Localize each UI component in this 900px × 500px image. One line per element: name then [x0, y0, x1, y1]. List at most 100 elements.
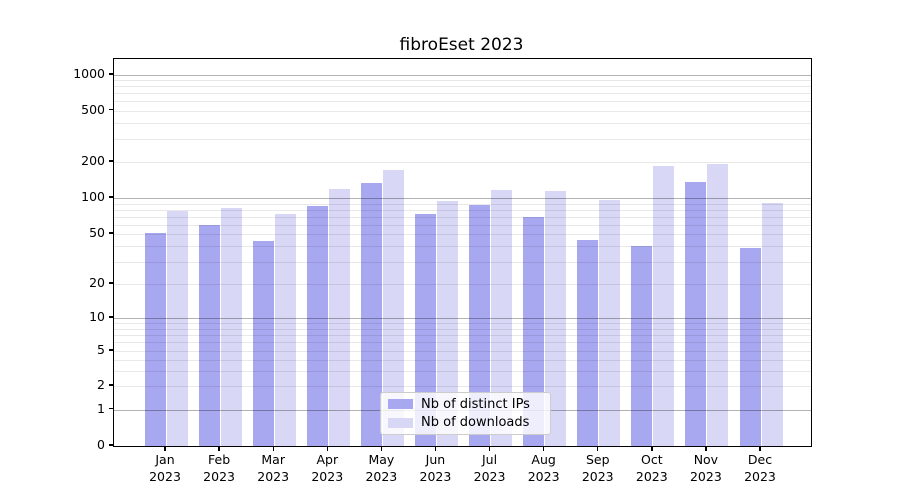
y-tick-mark — [109, 282, 114, 284]
y-tick-label: 100 — [81, 189, 105, 204]
gridline — [114, 386, 811, 387]
y-tick-label: 1000 — [73, 66, 105, 81]
bar-distinct-ips-oct — [631, 246, 653, 446]
bar-distinct-ips-apr — [306, 206, 328, 446]
legend-row-distinct-ips: Nb of distinct IPs — [381, 395, 550, 413]
legend: Nb of distinct IPs Nb of downloads — [380, 392, 551, 435]
bar-downloads-dec — [761, 202, 783, 446]
gridline — [114, 216, 811, 218]
gridline — [114, 86, 811, 88]
x-tick-label: Oct 2023 — [635, 452, 668, 484]
x-tick-label: Jun 2023 — [419, 452, 452, 484]
gridline — [114, 328, 811, 330]
gridline — [114, 162, 811, 163]
bar-distinct-ips-sep — [577, 239, 599, 446]
gridline — [114, 342, 811, 344]
y-tick-mark — [109, 160, 114, 162]
x-tick-mark — [272, 446, 274, 451]
bar-distinct-ips-jan — [144, 233, 166, 446]
gridline — [114, 351, 811, 352]
bar-distinct-ips-jun — [415, 214, 436, 446]
y-tick-mark — [109, 316, 114, 318]
bar-downloads-aug — [545, 191, 567, 446]
y-tick-label: 0 — [97, 437, 105, 452]
bar-downloads-sep — [599, 200, 621, 446]
x-tick-mark — [164, 446, 166, 451]
x-tick-label: Feb 2023 — [203, 452, 235, 484]
y-tick-mark — [109, 384, 114, 386]
legend-swatch-distinct-ips — [388, 399, 413, 410]
x-tick-mark — [488, 446, 491, 451]
grid-layer — [114, 59, 811, 446]
y-tick-label: 500 — [81, 101, 105, 117]
x-tick-mark — [434, 446, 437, 451]
gridline — [114, 123, 811, 124]
bar-distinct-ips-aug — [523, 217, 545, 446]
x-tick-label: Sep 2023 — [581, 452, 614, 484]
y-tick-label: 2 — [97, 377, 105, 392]
x-tick-label: Jan 2023 — [149, 452, 181, 484]
y-tick-mark — [109, 407, 114, 410]
gridline — [114, 246, 811, 248]
x-tick-mark — [218, 446, 220, 451]
y-tick-label: 200 — [81, 153, 105, 168]
x-tick-mark — [326, 446, 328, 451]
gridline — [114, 234, 811, 235]
y-tick-label: 50 — [89, 225, 105, 240]
bar-distinct-ips-may — [360, 182, 382, 446]
y-tick-label: 10 — [89, 309, 105, 324]
bar-downloads-feb — [220, 208, 242, 446]
gridline — [114, 284, 811, 285]
y-tick-mark — [109, 73, 114, 75]
bar-distinct-ips-dec — [739, 247, 761, 446]
gridline — [114, 110, 811, 112]
x-tick-label: Apr 2023 — [311, 452, 344, 484]
legend-label-distinct-ips: Nb of distinct IPs — [421, 396, 530, 412]
bar-downloads-apr — [328, 189, 350, 446]
bar-downloads-nov — [707, 164, 729, 446]
y-tick-mark — [109, 444, 114, 446]
gridline — [114, 101, 811, 103]
gridline — [114, 139, 811, 141]
y-tick-label: 20 — [89, 275, 105, 290]
bar-distinct-ips-feb — [198, 224, 220, 446]
x-tick-mark — [759, 446, 761, 451]
legend-row-downloads: Nb of downloads — [381, 414, 550, 432]
y-tick-label: 5 — [97, 342, 105, 357]
gridline — [114, 209, 811, 211]
chart-title: fibroEset 2023 — [399, 35, 524, 55]
x-tick-label: Mar 2023 — [257, 452, 290, 484]
legend-label-downloads: Nb of downloads — [421, 415, 530, 431]
x-tick-mark — [651, 446, 653, 451]
x-tick-mark — [597, 446, 599, 451]
gridline — [114, 370, 811, 372]
x-tick-label: Aug 2023 — [527, 452, 560, 484]
gridline — [114, 318, 811, 319]
bars-layer — [114, 59, 811, 446]
legend-swatch-downloads — [388, 417, 413, 428]
x-tick-mark — [543, 446, 545, 451]
gridline — [114, 323, 811, 324]
bar-downloads-oct — [653, 166, 675, 446]
bar-downloads-jul — [491, 190, 512, 446]
gridline — [114, 75, 811, 76]
bar-distinct-ips-nov — [685, 182, 707, 446]
bar-distinct-ips-jul — [469, 204, 490, 446]
x-tick-label: Dec 2023 — [744, 452, 776, 484]
x-tick-label: Nov 2023 — [689, 452, 722, 484]
x-tick-label: May 2023 — [365, 452, 398, 484]
gridline — [114, 80, 811, 82]
gridline — [114, 261, 811, 263]
bar-distinct-ips-mar — [252, 241, 274, 446]
x-tick-mark — [705, 446, 707, 451]
gridline — [114, 198, 811, 199]
y-tick-label: 1 — [97, 400, 105, 416]
gridline — [114, 224, 811, 226]
gridline — [114, 335, 811, 336]
bar-downloads-jan — [166, 210, 188, 446]
y-tick-mark — [109, 108, 114, 111]
gridline — [114, 359, 811, 361]
y-tick-mark — [109, 232, 114, 234]
y-tick-mark — [109, 349, 114, 351]
plot-area — [113, 58, 812, 447]
